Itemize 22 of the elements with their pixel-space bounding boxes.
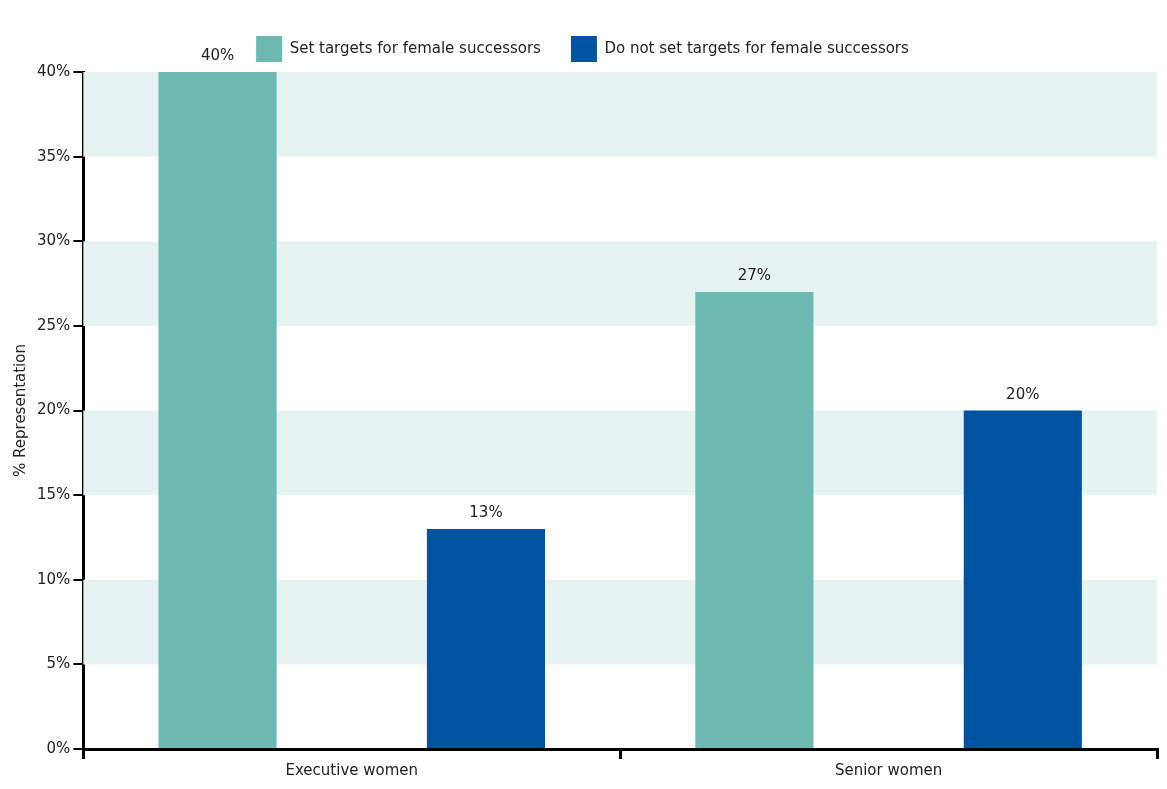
x-tick-label: Senior women <box>834 760 943 779</box>
y-tick-label: 25% <box>37 315 71 334</box>
y-tick-label: 0% <box>46 738 71 757</box>
data-label: 20% <box>1006 384 1040 403</box>
y-tick-label: 30% <box>37 231 71 250</box>
bar <box>426 528 546 748</box>
y-tick-label: 15% <box>37 485 71 504</box>
bar <box>963 410 1082 748</box>
y-tick-label: 20% <box>37 400 71 419</box>
y-axis-title: % Representation <box>10 344 29 477</box>
bar <box>695 292 814 748</box>
x-tick-label: Executive women <box>285 760 419 779</box>
data-label: 40% <box>200 46 235 65</box>
legend-label: Do not set targets for female successors <box>604 38 910 57</box>
data-label: 27% <box>737 266 772 285</box>
data-label: 13% <box>469 503 503 522</box>
bar <box>158 72 277 748</box>
y-tick-label: 35% <box>37 146 71 165</box>
y-tick-label: 40% <box>37 61 71 80</box>
y-tick-label: 5% <box>46 654 71 673</box>
y-tick-label: 10% <box>37 569 71 588</box>
legend-label: Set targets for female successors <box>289 38 542 57</box>
